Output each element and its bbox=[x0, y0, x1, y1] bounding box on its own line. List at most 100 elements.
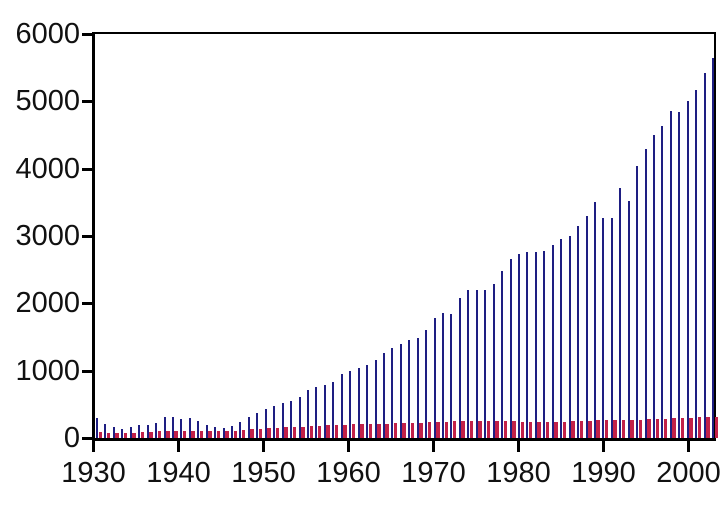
red-bar-1990 bbox=[604, 420, 609, 438]
red-bar-1988 bbox=[588, 420, 592, 438]
red-bar-1960 bbox=[351, 424, 356, 438]
blue-bar-1989 bbox=[593, 201, 596, 438]
blue-bar-1976 bbox=[484, 290, 487, 438]
red-bar-1962 bbox=[368, 423, 373, 438]
red-bar-1983 bbox=[545, 422, 550, 438]
blue-bar-1952 bbox=[281, 402, 284, 438]
blue-bar-1955 bbox=[307, 389, 309, 438]
red-bar-1977 bbox=[495, 420, 499, 438]
blue-bar-2001 bbox=[695, 89, 698, 438]
blue-bar-1998 bbox=[669, 111, 672, 438]
y-tick-4000 bbox=[82, 167, 92, 171]
y-axis-tick-label-0: 0 bbox=[63, 422, 80, 454]
blue-bar-1971 bbox=[442, 313, 445, 438]
y-axis-tick-label-4000: 4000 bbox=[15, 152, 80, 185]
blue-bar-1991 bbox=[610, 218, 613, 438]
red-bar-1946 bbox=[233, 430, 238, 438]
red-bar-1999 bbox=[680, 418, 685, 438]
red-bar-1974 bbox=[469, 420, 474, 438]
x-tick-1960 bbox=[347, 441, 350, 452]
red-bar-1976 bbox=[486, 421, 491, 438]
blue-bar-1965 bbox=[391, 348, 394, 438]
red-bar-1975 bbox=[478, 421, 482, 438]
y-tick-2000 bbox=[82, 302, 92, 306]
red-bar-1984 bbox=[554, 421, 558, 438]
red-bar-1936 bbox=[149, 431, 153, 438]
blue-bar-1983 bbox=[543, 251, 546, 438]
red-bar-1989 bbox=[596, 420, 600, 438]
red-bar-1997 bbox=[663, 418, 668, 438]
red-bar-1972 bbox=[452, 421, 457, 438]
blue-bar-1980 bbox=[518, 253, 520, 438]
red-bar-1968 bbox=[419, 422, 423, 438]
red-bar-1969 bbox=[427, 422, 432, 438]
red-bar-1952 bbox=[284, 427, 288, 438]
blue-bar-1988 bbox=[585, 215, 588, 438]
x-tick-1950 bbox=[262, 441, 265, 452]
red-bar-1931 bbox=[106, 432, 111, 438]
red-bar-1985 bbox=[562, 421, 567, 438]
blue-bar-1977 bbox=[492, 283, 495, 438]
blue-bar-1953 bbox=[290, 400, 293, 438]
red-bar-1993 bbox=[630, 420, 634, 438]
x-axis-tick-label-1990: 1990 bbox=[571, 457, 636, 489]
red-bar-1963 bbox=[377, 423, 381, 438]
blue-bar-1958 bbox=[332, 382, 335, 438]
red-bar-1966 bbox=[402, 422, 406, 438]
red-bar-1934 bbox=[132, 432, 136, 438]
red-bar-1965 bbox=[393, 423, 398, 438]
y-axis-tick-label-6000: 6000 bbox=[15, 18, 80, 50]
red-bar-1942 bbox=[199, 430, 204, 438]
blue-bar-1999 bbox=[678, 112, 681, 438]
blue-bar-1932 bbox=[112, 427, 115, 438]
red-bar-1943 bbox=[208, 430, 212, 438]
x-axis-tick-label-1960: 1960 bbox=[316, 457, 381, 489]
red-bar-1956 bbox=[317, 425, 322, 438]
red-bar-1982 bbox=[537, 422, 541, 438]
red-bar-1995 bbox=[647, 419, 651, 438]
red-bar-1961 bbox=[360, 424, 364, 438]
red-bar-1954 bbox=[301, 426, 305, 438]
blue-bar-1997 bbox=[661, 125, 664, 438]
x-tick-1990 bbox=[602, 441, 605, 452]
blue-bar-1963 bbox=[374, 359, 377, 438]
red-bar-1939 bbox=[174, 430, 178, 438]
blue-bar-1931 bbox=[104, 424, 107, 438]
blue-bar-1934 bbox=[129, 427, 132, 438]
red-bar-1933 bbox=[123, 433, 128, 438]
blue-bar-1979 bbox=[509, 259, 512, 438]
red-bar-1957 bbox=[326, 425, 330, 438]
red-bar-1958 bbox=[334, 424, 339, 438]
red-bar-1973 bbox=[461, 420, 465, 438]
red-bar-1970 bbox=[436, 421, 440, 438]
blue-bar-1933 bbox=[121, 428, 124, 438]
y-tick-5000 bbox=[82, 100, 92, 104]
x-axis-tick-label-1930: 1930 bbox=[61, 457, 126, 489]
blue-bar-1939 bbox=[171, 417, 174, 438]
blue-bar-1978 bbox=[501, 271, 504, 438]
x-tick-1930 bbox=[92, 441, 95, 452]
red-bar-1986 bbox=[571, 421, 575, 438]
blue-bar-1960 bbox=[349, 370, 352, 438]
y-axis-tick-label-2000: 2000 bbox=[15, 287, 80, 320]
blue-bar-1961 bbox=[357, 368, 360, 438]
blue-bar-1984 bbox=[551, 245, 554, 438]
red-bar-1964 bbox=[385, 423, 389, 438]
y-axis-tick-label-1000: 1000 bbox=[15, 354, 80, 387]
red-bar-1967 bbox=[410, 422, 415, 438]
blue-bar-1930 bbox=[96, 418, 98, 438]
plot-bars-layer bbox=[95, 34, 719, 438]
blue-bar-1993 bbox=[627, 201, 630, 438]
blue-bar-1938 bbox=[163, 417, 166, 438]
x-tick-2000 bbox=[687, 441, 690, 452]
blue-bar-1968 bbox=[416, 338, 419, 438]
red-bar-1991 bbox=[613, 420, 617, 438]
blue-bar-1941 bbox=[188, 418, 191, 438]
red-bar-1949 bbox=[258, 428, 263, 438]
y-axis-tick-label-5000: 5000 bbox=[15, 85, 80, 118]
blue-bar-1944 bbox=[214, 426, 217, 438]
y-tick-3000 bbox=[82, 235, 92, 238]
red-bar-1951 bbox=[275, 427, 280, 438]
x-tick-1970 bbox=[432, 441, 435, 452]
blue-bar-1973 bbox=[458, 297, 461, 438]
